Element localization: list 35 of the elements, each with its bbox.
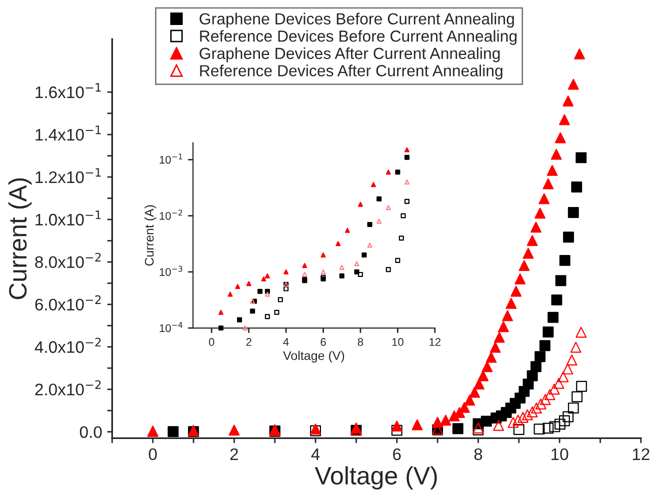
legend-label: Graphene Devices Before Current Annealing [200, 12, 514, 28]
legend-label: Graphene Devices After Current Annealing [200, 47, 500, 62]
legend-label: Reference Devices After Current Annealing [200, 64, 502, 80]
x-tick-label: 4 [283, 338, 289, 346]
x-tick-label: 8 [474, 448, 482, 460]
x-tick-label: 12 [632, 448, 650, 460]
y-tick-label: 10$^{−4}$ [160, 322, 182, 332]
y-tick-label: 0.0 [80, 426, 102, 438]
x-tick-label: 0 [208, 338, 214, 346]
y-tick-label: 1.6x10$^{−1}$ [36, 83, 101, 98]
x-tick-label: 2 [230, 448, 238, 460]
y-tick-label: 10$^{−3}$ [160, 266, 182, 276]
y-tick-label: 4.0x10$^{−2}$ [34, 338, 101, 353]
x-tick-label: 10 [392, 338, 404, 346]
y-axis-title: Current (A) [8, 178, 32, 300]
y-tick-label: 10$^{−1}$ [160, 154, 182, 164]
x-tick-label: 10 [552, 448, 568, 460]
x-tick-label: 4 [311, 448, 320, 460]
x-tick-label: 2 [246, 338, 252, 346]
y-tick-label: 1.0x10$^{−1}$ [36, 210, 101, 226]
x-tick-label: 12 [430, 338, 441, 346]
x-tick-label: 8 [358, 338, 364, 346]
x-tick-label: 6 [393, 448, 401, 460]
y-axis-title: Current (A) [144, 205, 156, 266]
x-axis-title: Voltage (V) [314, 466, 437, 490]
y-tick-label: 6.0x10$^{−2}$ [35, 295, 101, 310]
x-tick-label: 0 [148, 448, 157, 460]
y-tick-label: 10$^{−2}$ [160, 210, 182, 220]
y-tick-label: 1.4x10$^{−1}$ [36, 126, 101, 141]
y-tick-label: 8.0x10$^{−2}$ [35, 252, 101, 268]
x-axis-title: Voltage (V) [283, 350, 344, 363]
y-tick-label: 2.0x10$^{−2}$ [35, 380, 101, 396]
x-tick-label: 6 [320, 338, 326, 346]
legend-label: Reference Devices Before Current Annealing [200, 30, 517, 45]
y-tick-label: 1.2x10$^{−1}$ [36, 168, 101, 184]
